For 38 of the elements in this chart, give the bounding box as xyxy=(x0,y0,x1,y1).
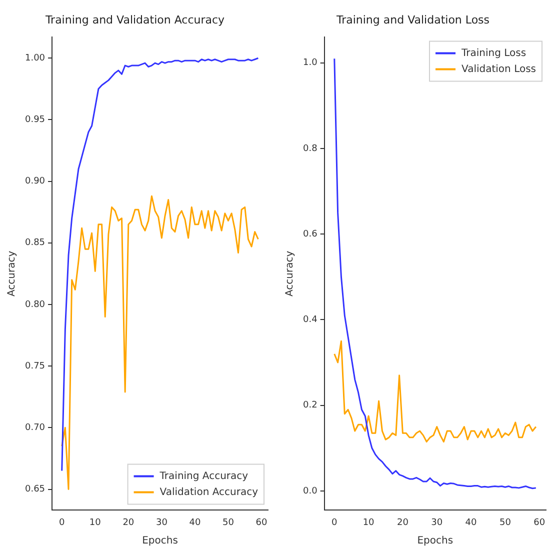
y-tick-label: 1.0 xyxy=(302,58,318,68)
y-tick-label: 0.0 xyxy=(302,486,318,496)
y-tick-label: 0.2 xyxy=(302,400,318,411)
x-tick-label: 20 xyxy=(122,518,134,528)
y-tick-label: 0.4 xyxy=(302,315,318,326)
x-tick-label: 20 xyxy=(396,518,409,528)
legend-label: Training Loss xyxy=(460,48,526,59)
x-tick-label: 40 xyxy=(189,518,201,528)
x-tick-label: 60 xyxy=(256,518,268,528)
x-tick-label: 30 xyxy=(156,518,168,528)
y-tick-label: 0.70 xyxy=(24,423,46,434)
x-tick-label: 50 xyxy=(499,518,512,528)
y-axis-title: Accuracy xyxy=(6,250,18,297)
x-tick-label: 60 xyxy=(534,518,546,528)
x-tick-label: 40 xyxy=(465,518,478,528)
x-tick-label: 10 xyxy=(362,518,375,528)
y-tick-label: 0.80 xyxy=(24,300,46,310)
y-tick-label: 0.8 xyxy=(302,144,318,154)
legend-label: Validation Accuracy xyxy=(160,486,258,498)
y-tick-label: 0.95 xyxy=(24,115,46,126)
legend-label: Training Accuracy xyxy=(158,470,248,482)
y-axis-title: Accuracy xyxy=(284,250,296,297)
x-axis-title: Epochs xyxy=(417,536,454,547)
y-tick-label: 1.00 xyxy=(24,53,46,64)
chart-title: Training and Validation Loss xyxy=(335,13,490,26)
x-tick-label: 0 xyxy=(58,518,65,528)
x-tick-label: 10 xyxy=(89,518,102,528)
y-tick-label: 0.65 xyxy=(24,484,46,495)
chart-title: Training and Validation Accuracy xyxy=(44,13,226,26)
x-axis-title: Epochs xyxy=(142,536,178,547)
x-tick-label: 50 xyxy=(222,518,234,528)
x-tick-label: 30 xyxy=(431,518,443,528)
y-tick-label: 0.85 xyxy=(24,238,46,248)
y-tick-label: 0.6 xyxy=(302,229,318,240)
y-tick-label: 0.75 xyxy=(24,361,46,372)
legend-label: Validation Loss xyxy=(462,64,536,75)
y-tick-label: 0.90 xyxy=(24,176,46,187)
x-tick-label: 0 xyxy=(332,518,338,528)
